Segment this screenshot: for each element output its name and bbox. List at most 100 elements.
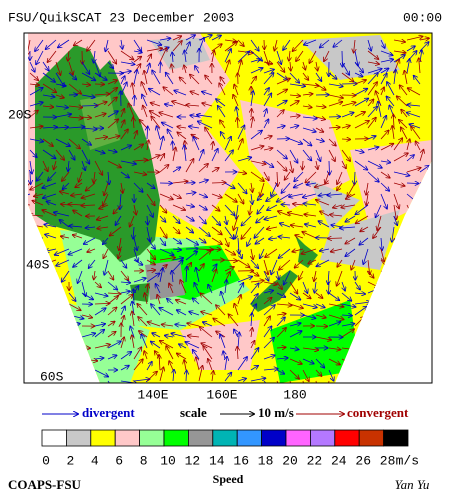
wind-vector xyxy=(263,171,269,180)
wind-vector xyxy=(419,215,426,223)
wind-vector xyxy=(299,270,304,280)
wind-vector xyxy=(393,40,405,42)
wind-vector xyxy=(162,324,174,326)
wind-vector xyxy=(367,147,379,150)
wind-vector xyxy=(197,115,213,117)
wind-vector xyxy=(380,74,387,85)
wind-vector xyxy=(120,282,130,283)
wind-vector xyxy=(190,75,200,85)
wind-vector xyxy=(341,292,352,301)
wind-vector xyxy=(94,281,101,287)
wind-vector xyxy=(94,171,95,183)
wind-vector xyxy=(28,182,31,195)
wind-vector xyxy=(195,66,200,74)
wind-vector xyxy=(48,171,57,181)
wind-vector xyxy=(276,347,286,348)
wind-vector xyxy=(94,345,110,349)
wind-vector xyxy=(263,119,269,129)
wind-vector xyxy=(73,259,83,267)
wind-vector xyxy=(42,358,51,363)
wind-vector xyxy=(250,68,263,74)
wind-vector xyxy=(94,114,106,118)
wind-vector xyxy=(211,193,222,198)
wind-vector xyxy=(237,259,250,267)
wind-vector xyxy=(211,269,216,283)
wind-vector xyxy=(367,380,380,383)
wind-vector xyxy=(276,149,287,159)
wind-vector xyxy=(224,42,237,52)
color-box xyxy=(90,429,116,447)
wind-vector xyxy=(250,283,259,294)
wind-vector xyxy=(276,50,281,64)
wind-vector xyxy=(42,281,50,295)
wind-vector xyxy=(55,336,67,340)
colorbar-unit: m/s xyxy=(396,453,419,468)
scale-label: scale xyxy=(180,405,207,420)
wind-vector xyxy=(42,348,53,351)
wind-vector xyxy=(356,215,369,223)
wind-vector xyxy=(28,39,31,55)
wind-vector xyxy=(354,293,365,294)
wind-vector xyxy=(29,323,38,326)
legend: divergent scale 10 m/s convergent xyxy=(42,405,409,420)
wind-vector xyxy=(271,259,278,274)
color-box xyxy=(187,429,214,447)
wind-vector xyxy=(68,127,85,128)
wind-vector xyxy=(380,280,391,282)
wind-vector xyxy=(354,39,355,53)
wind-vector xyxy=(120,295,133,305)
wind-vector xyxy=(289,369,299,379)
wind-vector xyxy=(172,193,181,198)
wind-vector xyxy=(133,226,134,239)
wind-vector xyxy=(29,61,35,72)
wind-vector xyxy=(198,237,206,243)
wind-vector xyxy=(279,259,291,270)
wind-vector xyxy=(224,60,230,74)
wind-vector xyxy=(68,61,73,75)
wind-vector xyxy=(146,155,160,162)
wind-vector xyxy=(165,104,174,106)
wind-vector xyxy=(165,336,174,338)
wind-vector xyxy=(280,223,291,228)
wind-vector xyxy=(237,39,244,46)
wind-vector xyxy=(342,50,343,67)
wind-vector xyxy=(351,259,356,270)
wind-vector xyxy=(354,99,368,107)
wind-vector xyxy=(166,346,174,360)
wind-vector xyxy=(141,82,148,96)
wind-vector xyxy=(145,293,147,305)
wind-vector xyxy=(302,72,308,80)
wind-vector xyxy=(55,303,67,310)
wind-vector xyxy=(271,182,278,196)
wind-vector xyxy=(68,106,82,108)
wind-vector xyxy=(341,72,354,82)
wind-vector xyxy=(120,270,129,280)
wind-vector xyxy=(66,380,70,383)
wind-vector xyxy=(42,61,49,71)
wind-vector xyxy=(172,226,180,234)
wind-vector xyxy=(237,347,238,360)
wind-vector xyxy=(302,369,309,381)
wind-vector xyxy=(345,237,356,244)
wind-vector xyxy=(94,308,106,316)
wind-vector xyxy=(146,273,160,283)
wind-vector xyxy=(94,324,105,326)
color-box xyxy=(163,429,189,447)
wind-vector xyxy=(42,292,51,299)
wind-vector xyxy=(406,168,421,173)
wind-vector xyxy=(303,204,317,206)
wind-vector xyxy=(315,83,326,90)
wind-vector xyxy=(81,95,95,97)
colorbar-label: 16 xyxy=(233,453,249,468)
wind-vector xyxy=(203,346,213,360)
australia xyxy=(35,45,160,262)
wind-vector xyxy=(216,99,226,107)
wind-vector xyxy=(172,215,180,223)
wind-vector xyxy=(211,264,217,272)
wind-vector xyxy=(397,96,408,107)
wind-vector xyxy=(328,270,329,284)
wind-vector xyxy=(159,137,163,151)
wind-vector xyxy=(279,248,291,258)
wind-vector xyxy=(55,84,66,86)
